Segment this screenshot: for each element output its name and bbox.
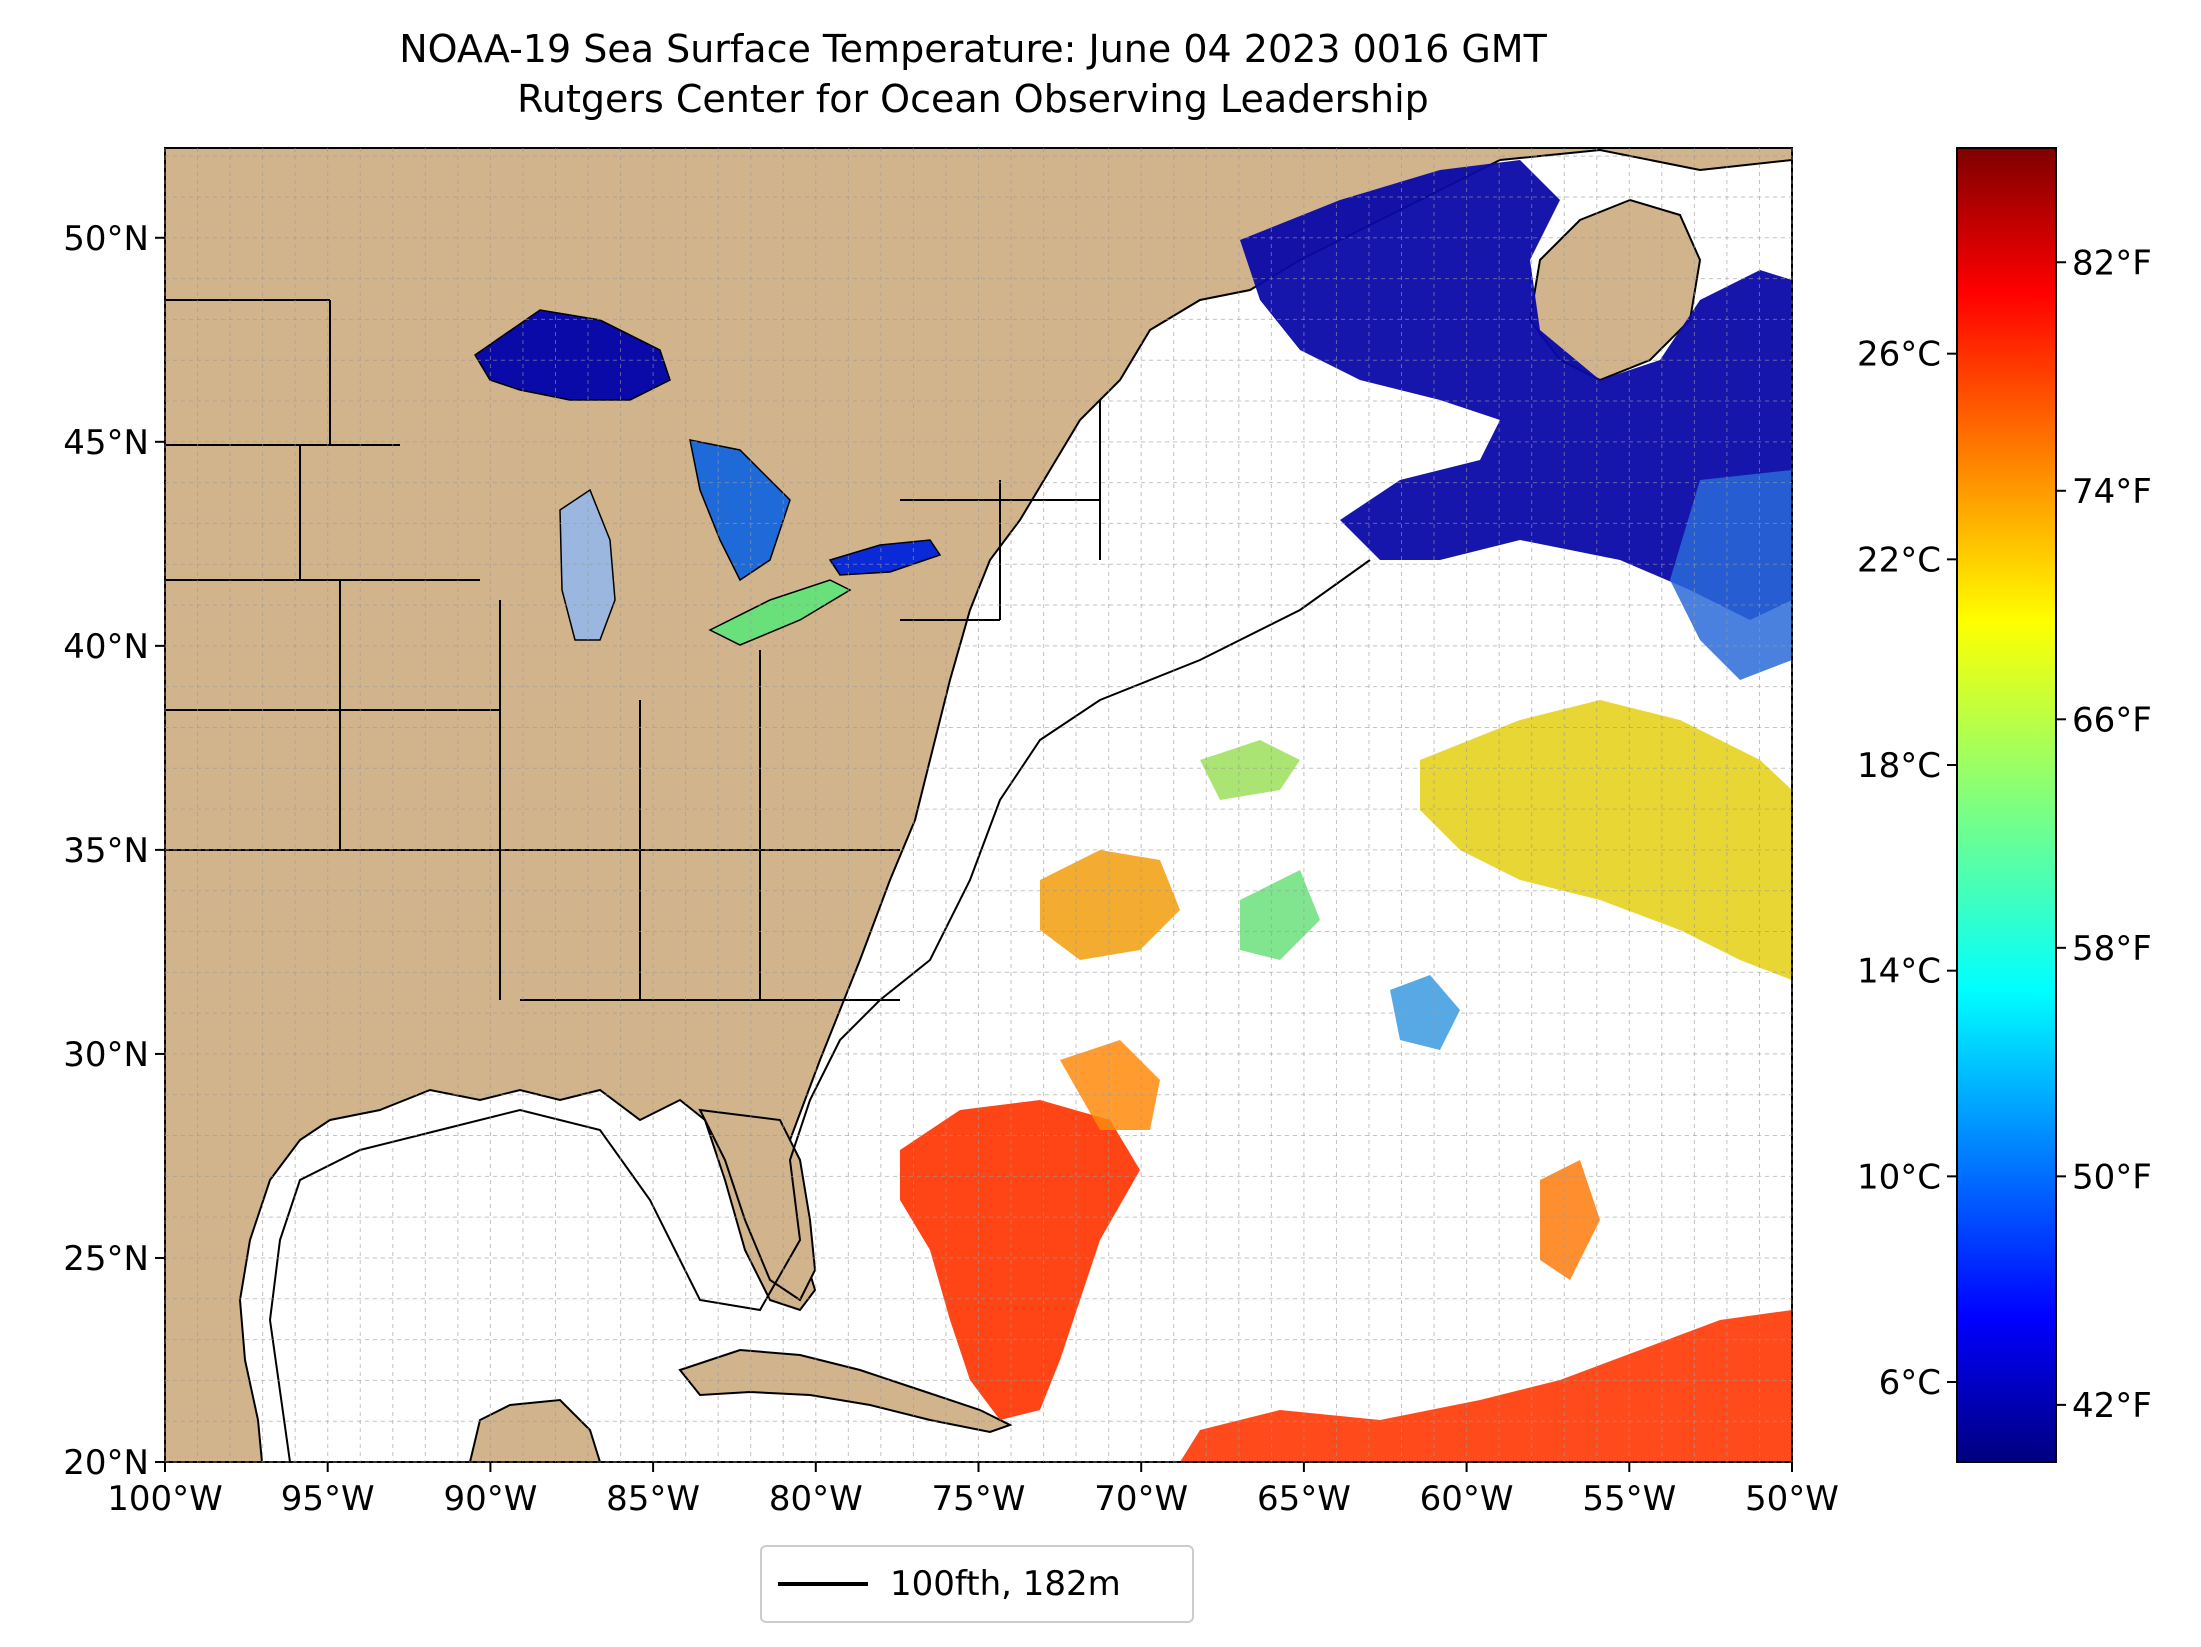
legend: 100fth, 182m xyxy=(760,1545,1194,1623)
colorbar-f-label: 50°F xyxy=(2072,1157,2152,1197)
sst-orange-fringe xyxy=(1060,1040,1160,1130)
lat-tick-label: 45°N xyxy=(63,423,149,463)
sst-green-patch-north xyxy=(1200,740,1300,800)
map-title: NOAA-19 Sea Surface Temperature: June 04… xyxy=(399,27,1547,71)
colorbar-c-label: 22°C xyxy=(1857,540,1941,580)
sst-orange-streaks-east xyxy=(1540,1160,1600,1280)
lake-huron xyxy=(689,439,791,582)
colorbar-c-label: 14°C xyxy=(1857,952,1941,992)
sst-mid-atlantic-patches xyxy=(1420,700,1792,980)
isobath-100fth xyxy=(268,559,1371,1462)
lat-tick-label: 25°N xyxy=(63,1239,149,1279)
sst-canadian-waters xyxy=(1240,160,1792,620)
land-florida xyxy=(698,1108,817,1302)
lake-michigan xyxy=(559,488,616,641)
legend-line-swatch xyxy=(778,1582,868,1586)
lake-erie xyxy=(708,579,852,646)
sst-orange-patch-west xyxy=(1040,850,1180,960)
sst-green-patch-central xyxy=(1240,870,1320,960)
land-yucatan xyxy=(468,1398,602,1462)
colorbar-c-label: 10°C xyxy=(1857,1157,1941,1197)
lat-tick-label: 40°N xyxy=(63,627,149,667)
colorbar-c-label: 26°C xyxy=(1857,335,1941,375)
lon-tick-label: 80°W xyxy=(769,1479,863,1519)
legend-label: 100fth, 182m xyxy=(890,1564,1121,1604)
colorbar xyxy=(1956,147,2057,1463)
map-subtitle: Rutgers Center for Ocean Observing Leade… xyxy=(517,77,1429,121)
lake-ontario xyxy=(828,539,942,576)
lon-tick-label: 65°W xyxy=(1257,1479,1351,1519)
colorbar-f-label: 66°F xyxy=(2072,700,2152,740)
lat-tick-label: 30°N xyxy=(63,1035,149,1075)
sst-caribbean-edge xyxy=(1180,1310,1792,1462)
land-cuba xyxy=(678,1348,1013,1434)
sst-blue-patch-central xyxy=(1390,975,1460,1050)
sst-gulf-stream-edge xyxy=(1670,470,1792,680)
lon-tick-label: 95°W xyxy=(281,1479,375,1519)
lat-tick-label: 50°N xyxy=(63,219,149,259)
lat-tick-label: 35°N xyxy=(63,831,149,871)
colorbar-f-label: 42°F xyxy=(2072,1386,2152,1426)
colorbar-f-label: 58°F xyxy=(2072,929,2152,969)
colorbar-f-label: 74°F xyxy=(2072,472,2152,512)
lon-tick-label: 90°W xyxy=(443,1479,537,1519)
lon-tick-label: 50°W xyxy=(1745,1479,1839,1519)
colorbar-c-label: 6°C xyxy=(1879,1363,1941,1403)
colorbar-f-label: 82°F xyxy=(2072,243,2152,283)
lon-tick-label: 85°W xyxy=(606,1479,700,1519)
colorbar-c-label: 18°C xyxy=(1857,746,1941,786)
lon-tick-label: 100°W xyxy=(107,1479,223,1519)
lon-tick-label: 60°W xyxy=(1420,1479,1514,1519)
lon-tick-label: 55°W xyxy=(1582,1479,1676,1519)
lon-tick-label: 75°W xyxy=(932,1479,1026,1519)
colorbar-ticks: 82°F 74°F 66°F 58°F 50°F 42°F 26°C 22°C 18°C 14°C… xyxy=(1857,243,2152,1426)
lake-superior xyxy=(473,309,671,401)
lon-tick-label: 70°W xyxy=(1094,1479,1188,1519)
graticule xyxy=(164,148,1793,1463)
lat-tick-label: 20°N xyxy=(63,1443,149,1483)
